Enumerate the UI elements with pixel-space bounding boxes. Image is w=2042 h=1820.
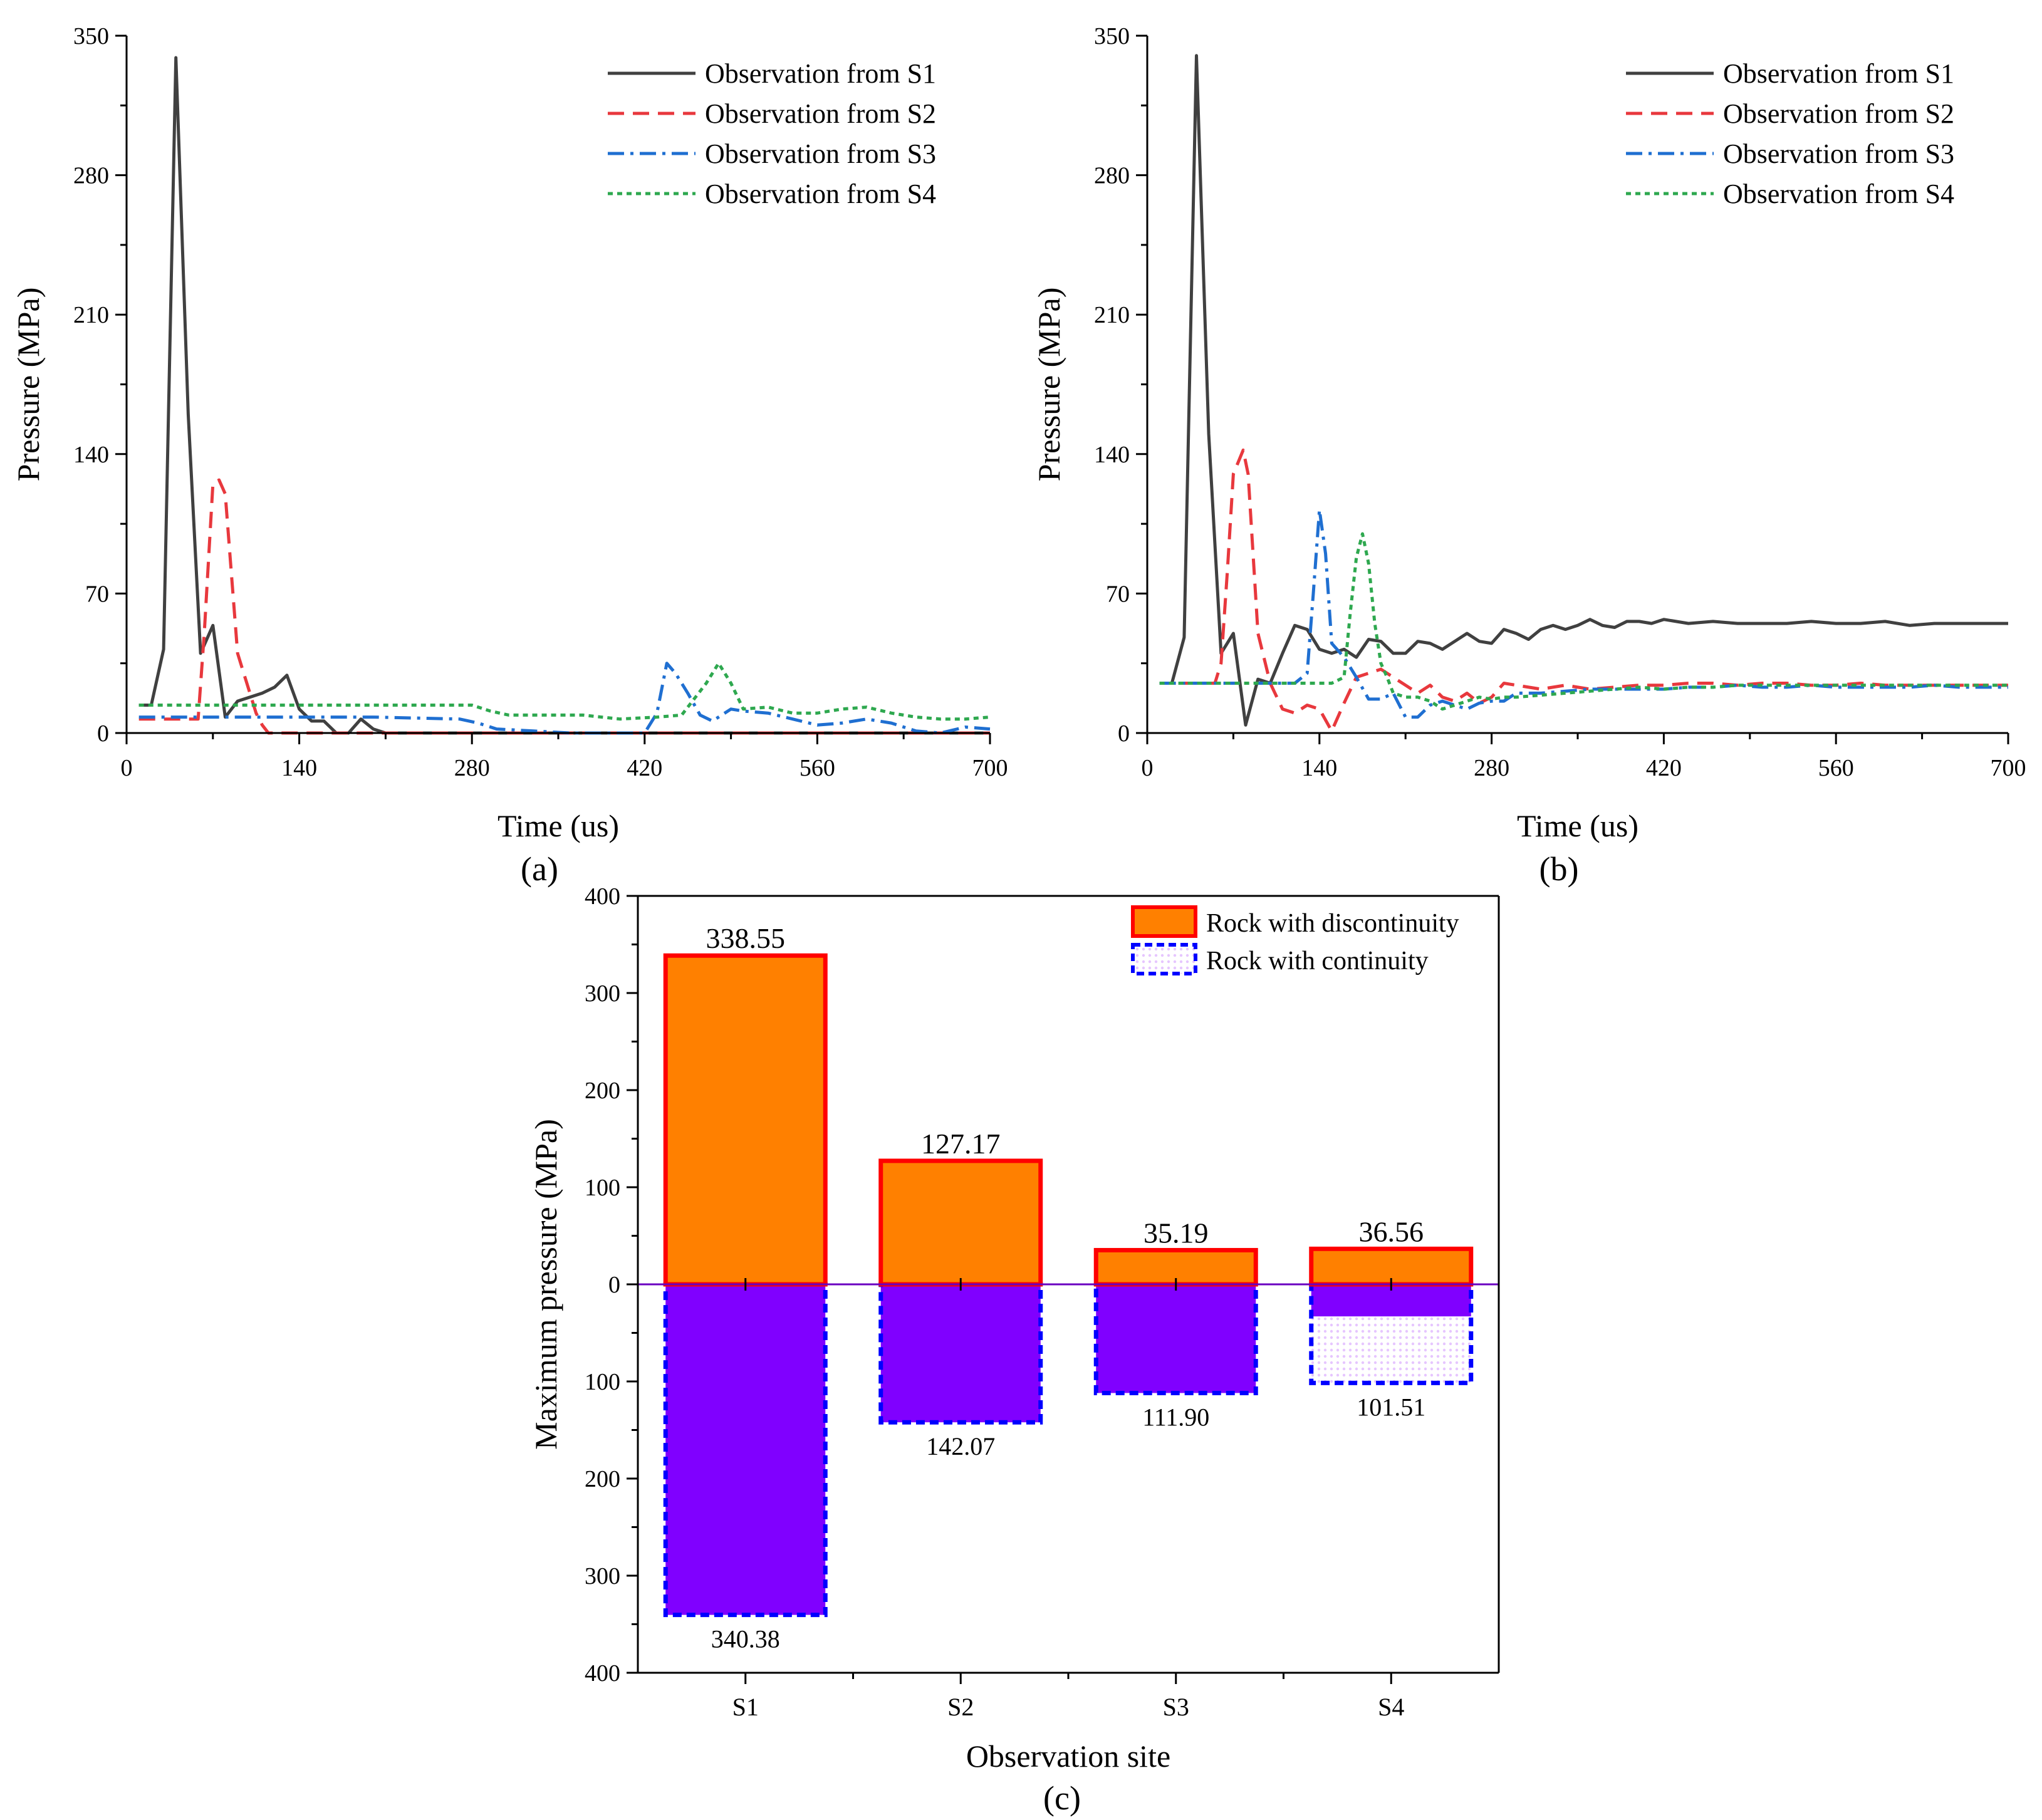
series-line-s3 [1159, 508, 2008, 719]
y-tick-label: 210 [73, 302, 109, 328]
panel-label: (a) [521, 850, 558, 888]
y-tick-label: 300 [585, 980, 620, 1007]
x-axis-title: Time (us) [497, 808, 619, 843]
x-axis-title: Time (us) [1517, 808, 1638, 843]
x-tick-label: 280 [1474, 755, 1509, 781]
y-tick-label: 350 [73, 23, 109, 49]
legend: Rock with discontinuity Rock with continu… [1131, 905, 1459, 975]
y-tick-label: 70 [1106, 581, 1130, 607]
x-tick-label: 0 [121, 755, 133, 781]
y-tick-label: 200 [585, 1466, 620, 1492]
y-axis-title: Pressure (MPa) [1031, 288, 1066, 482]
x-tick-label: S2 [947, 1693, 974, 1721]
panel-label: (c) [1043, 1779, 1081, 1817]
x-axis-title: Observation site [966, 1739, 1170, 1774]
bar-continuity [665, 1284, 826, 1615]
x-tick-label: 280 [454, 755, 490, 781]
y-tick-label: 140 [73, 442, 109, 468]
x-tick-label: 420 [1646, 755, 1682, 781]
bar-value-label-discontinuity: 338.55 [706, 922, 786, 954]
legend-label-s1: Observation from S1 [1723, 58, 1954, 89]
x-tick-label: S4 [1378, 1693, 1404, 1721]
legend-label-s2: Observation from S2 [705, 98, 936, 129]
series-line-s2 [138, 478, 990, 735]
y-tick-label: 300 [585, 1563, 620, 1589]
y-tick-label: 140 [1094, 442, 1130, 468]
series-line-s3 [138, 662, 991, 735]
y-tick-label: 70 [85, 581, 109, 607]
legend-swatch-discontinuity [1131, 905, 1197, 938]
x-tick-label: 420 [627, 755, 662, 781]
legend-label-continuity: Rock with continuity [1206, 947, 1429, 975]
bar-value-label-discontinuity: 36.56 [1359, 1215, 1424, 1247]
y-tick-label: 400 [585, 883, 620, 910]
panel-a-chart: 0 140 280 420 560 700 0 70 140 210 280 350 Time (us)… [11, 23, 1008, 888]
y-tick-label: 280 [73, 163, 109, 189]
bar-value-label-discontinuity: 35.19 [1143, 1217, 1209, 1249]
bar-value-label-discontinuity: 127.17 [921, 1128, 1001, 1160]
x-tick-label: 700 [972, 755, 1008, 781]
y-tick-label: 210 [1094, 302, 1130, 328]
legend: Observation from S1 Observation from S2 Ob… [1626, 58, 1954, 209]
legend: Observation from S1 Observation from S2 Ob… [608, 58, 936, 209]
x-tick-label: S3 [1163, 1693, 1189, 1721]
bar-value-label-continuity: 142.07 [926, 1432, 995, 1460]
x-tick-label: 560 [800, 755, 835, 781]
bar-continuity-outline [878, 1282, 1043, 1425]
bar-value-label-continuity: 111.90 [1142, 1403, 1209, 1431]
y-axis-title: Pressure (MPa) [11, 288, 46, 482]
legend-label-s3: Observation from S3 [1723, 138, 1954, 169]
series-line-s1 [1159, 54, 2008, 727]
bar-continuity-outline [1309, 1282, 1474, 1385]
bar-discontinuity [663, 953, 828, 1287]
x-tick-label: 700 [1991, 755, 2026, 781]
bar-value-label-continuity: 340.38 [711, 1625, 780, 1653]
x-tick-label: S1 [732, 1693, 759, 1721]
x-tick-label: 140 [1301, 755, 1337, 781]
bar-value-label-continuity: 101.51 [1357, 1393, 1425, 1421]
y-tick-label: 280 [1094, 163, 1130, 189]
y-tick-label: 100 [585, 1369, 620, 1395]
y-tick-label: 350 [1094, 23, 1130, 49]
legend-label-s3: Observation from S3 [705, 138, 936, 169]
y-tick-label: 0 [97, 720, 109, 747]
legend-label-s1: Observation from S1 [705, 58, 936, 89]
y-axis-title: Maximum pressure (MPa) [528, 1119, 563, 1450]
y-tick-label: 200 [585, 1078, 620, 1104]
y-tick-label: 0 [608, 1272, 620, 1298]
series-line-s4 [138, 662, 991, 721]
panel-c-chart: 340.38 142.07 111.90 101.51 338.55 127.17 35.1… [528, 883, 1500, 1817]
legend-swatch-continuity [1131, 943, 1197, 975]
legend-label-s2: Observation from S2 [1723, 98, 1954, 129]
x-tick-label: 560 [1818, 755, 1854, 781]
bar-discontinuity [878, 1158, 1043, 1287]
bar-continuity [880, 1284, 1041, 1423]
y-tick-label: 100 [585, 1175, 620, 1201]
x-tick-label: 140 [281, 755, 317, 781]
bar-continuity-outline [663, 1282, 828, 1618]
x-tick-label: 0 [1142, 755, 1154, 781]
legend-label-s4: Observation from S4 [705, 179, 936, 209]
bar-continuity [1096, 1284, 1256, 1393]
bar-continuity-outline [1093, 1282, 1258, 1395]
panel-b-chart: 0 140 280 420 560 700 0 70 140 210 280 350 Time (us)… [1031, 23, 2026, 888]
panel-label: (b) [1539, 850, 1579, 888]
legend-label-discontinuity: Rock with discontinuity [1206, 909, 1459, 938]
legend-label-s4: Observation from S4 [1723, 179, 1954, 209]
y-tick-label: 0 [1118, 720, 1130, 747]
y-tick-label: 400 [585, 1660, 620, 1687]
